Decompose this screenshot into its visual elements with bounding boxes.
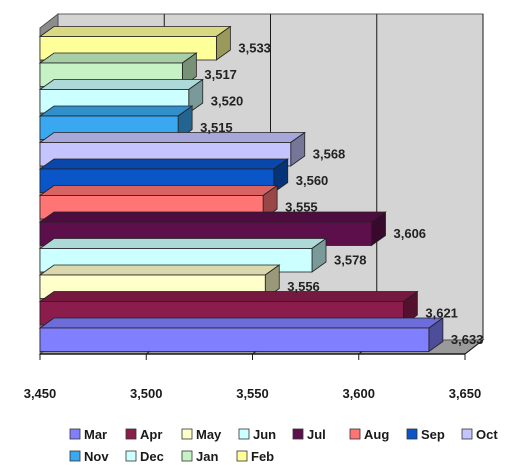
bar-top-face <box>38 238 328 249</box>
legend-item-jul: Jul <box>292 427 326 442</box>
data-label-apr: 3,621 <box>425 305 458 320</box>
x-tick-label: 3,650 <box>449 386 482 401</box>
legend-item-aug: Aug <box>349 427 389 442</box>
data-label-jan: 3,517 <box>204 67 237 82</box>
data-label-may: 3,556 <box>287 279 320 294</box>
legend-label: Sep <box>421 427 445 442</box>
x-tick-label: 3,450 <box>24 386 57 401</box>
legend-swatch <box>349 428 361 440</box>
legend-swatch <box>125 450 137 462</box>
bar-top-face <box>38 132 306 143</box>
legend-swatch <box>69 428 81 440</box>
legend-swatch <box>181 428 193 440</box>
data-label-nov: 3,515 <box>200 120 233 135</box>
data-label-dec: 3,520 <box>211 93 244 108</box>
legend-swatch <box>236 450 248 462</box>
bar-top-face <box>38 158 289 170</box>
legend: Mar Apr May Jun Jul Aug Sep Oct Nov Dec Jan Feb <box>69 427 498 464</box>
bar-top-face <box>38 317 445 329</box>
legend-swatch <box>461 428 473 440</box>
legend-swatch <box>406 428 418 440</box>
legend-item-sep: Sep <box>406 427 445 442</box>
legend-label: Aug <box>364 427 389 442</box>
legend-label: Feb <box>251 449 274 464</box>
legend-label: Jun <box>253 427 276 442</box>
bar-top-face <box>38 26 232 37</box>
legend-label: Oct <box>476 427 498 442</box>
legend-label: Jul <box>307 427 326 442</box>
data-label-jun: 3,578 <box>334 252 367 267</box>
x-tick-label: 3,550 <box>236 386 269 401</box>
legend-label: Mar <box>84 427 107 442</box>
bar-top-face <box>38 185 279 196</box>
bar-top-face <box>38 211 387 223</box>
legend-item-dec: Dec <box>125 449 164 464</box>
legend-swatch <box>125 428 137 440</box>
x-axis: 3,450 3,500 3,550 3,600 3,650 <box>24 353 482 401</box>
gridline-floor <box>464 339 484 355</box>
bar-front-face <box>39 327 430 352</box>
legend-label: Dec <box>140 449 164 464</box>
data-label-sep: 3,560 <box>296 173 329 188</box>
legend-label: May <box>196 427 222 442</box>
legend-item-jun: Jun <box>238 427 276 442</box>
legend-label: Nov <box>84 449 109 464</box>
legend-item-jan: Jan <box>181 449 218 464</box>
legend-item-mar: Mar <box>69 427 107 442</box>
data-label-jul: 3,606 <box>394 226 427 241</box>
legend-item-nov: Nov <box>69 449 109 464</box>
data-label-feb: 3,533 <box>238 40 271 55</box>
data-label-aug: 3,555 <box>285 199 318 214</box>
legend-swatch <box>238 428 250 440</box>
legend-item-may: May <box>181 427 222 442</box>
data-label-mar: 3,633 <box>451 332 484 347</box>
x-tick-label: 3,500 <box>130 386 163 401</box>
x-tick-label: 3,600 <box>342 386 375 401</box>
bar-top-face <box>38 52 198 64</box>
bars <box>38 25 445 353</box>
legend-item-oct: Oct <box>461 427 498 442</box>
legend-label: Apr <box>140 427 162 442</box>
bar-mar <box>38 317 445 353</box>
bar-top-face <box>38 105 194 117</box>
legend-item-apr: Apr <box>125 427 162 442</box>
legend-swatch <box>69 450 81 462</box>
legend-item-feb: Feb <box>236 449 274 464</box>
legend-swatch <box>181 450 193 462</box>
bar-top-face <box>38 79 204 90</box>
bar-top-face <box>38 264 281 276</box>
legend-swatch <box>292 428 304 440</box>
legend-label: Jan <box>196 449 218 464</box>
data-label-oct: 3,568 <box>313 146 346 161</box>
bar-top-face <box>38 291 419 302</box>
